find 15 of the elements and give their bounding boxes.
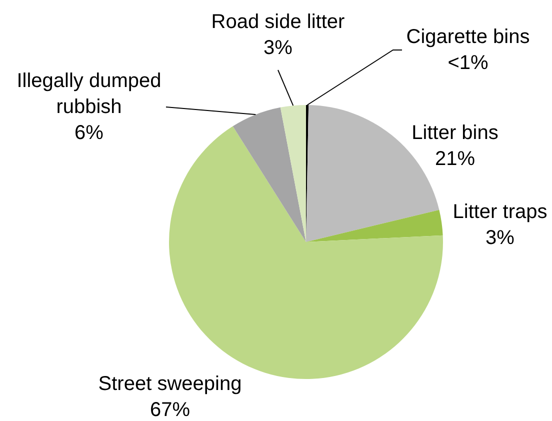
slice-label: Street sweeping	[98, 373, 242, 395]
data-label: 67%	[150, 399, 190, 421]
data-label: 3%	[486, 227, 515, 249]
slice-label: Cigarette bins	[406, 26, 530, 48]
pie-slice	[306, 210, 443, 242]
slice-label: Litter bins	[412, 122, 498, 144]
slice-label: Litter traps	[452, 201, 548, 223]
slice-label: Road side litter	[211, 11, 346, 33]
pie-slice	[280, 105, 306, 242]
data-label: 3%	[264, 37, 293, 59]
data-label: 6%	[74, 122, 104, 144]
data-label: <1%	[448, 52, 489, 74]
slice-label: Illegally dumped rubbish	[16, 70, 162, 118]
pie-slice	[232, 107, 306, 242]
data-label: 21%	[434, 148, 476, 170]
